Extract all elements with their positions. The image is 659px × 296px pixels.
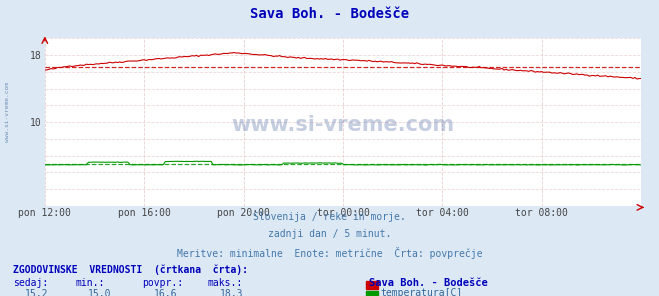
Text: zadnji dan / 5 minut.: zadnji dan / 5 minut.: [268, 229, 391, 239]
Text: sedaj:: sedaj:: [13, 278, 48, 288]
Text: www.si-vreme.com: www.si-vreme.com: [5, 83, 11, 142]
Text: temperatura[C]: temperatura[C]: [381, 288, 463, 296]
Text: Sava Boh. - Bodešče: Sava Boh. - Bodešče: [369, 278, 488, 288]
Text: 15,2: 15,2: [25, 289, 49, 296]
Text: min.:: min.:: [76, 278, 105, 288]
Text: 15,0: 15,0: [88, 289, 111, 296]
Text: 18,3: 18,3: [219, 289, 243, 296]
Text: ZGODOVINSKE  VREDNOSTI  (črtkana  črta):: ZGODOVINSKE VREDNOSTI (črtkana črta):: [13, 265, 248, 275]
Text: www.si-vreme.com: www.si-vreme.com: [231, 115, 455, 136]
Text: maks.:: maks.:: [208, 278, 243, 288]
Text: Slovenija / reke in morje.: Slovenija / reke in morje.: [253, 212, 406, 222]
Text: Sava Boh. - Bodešče: Sava Boh. - Bodešče: [250, 7, 409, 21]
Text: povpr.:: povpr.:: [142, 278, 183, 288]
Text: Meritve: minimalne  Enote: metrične  Črta: povprečje: Meritve: minimalne Enote: metrične Črta:…: [177, 247, 482, 259]
Text: 16,6: 16,6: [154, 289, 177, 296]
